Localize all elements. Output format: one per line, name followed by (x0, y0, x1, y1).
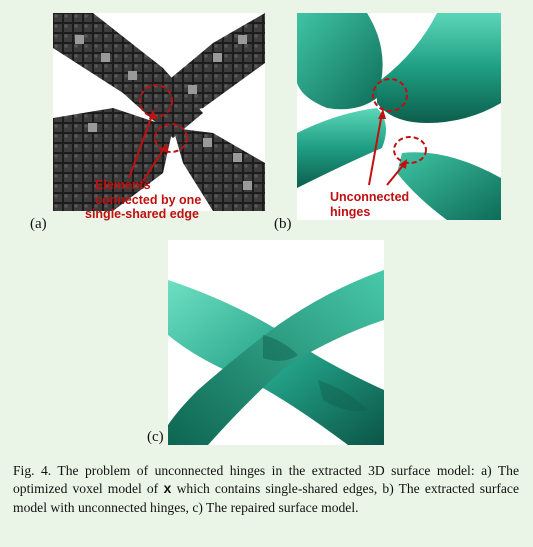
panel-b-label: (b) (274, 216, 292, 232)
panel-a-annotation-tail: single-shared edge (85, 207, 199, 221)
repaired-surface-graphic (168, 270, 384, 445)
annotation-line: hinges (330, 205, 371, 219)
panel-c-surface-image (168, 240, 384, 445)
panel-a-annotation: Elements connected by one (95, 178, 201, 208)
panel-b-annotation: Unconnected hinges (330, 190, 409, 220)
panel-a-voxel-image: Elements connected by one (53, 13, 265, 211)
panel-b-surface-image: Unconnected hinges (297, 13, 501, 220)
annotation-line: Elements (95, 178, 151, 192)
annotation-line: connected by one (95, 193, 202, 207)
caption-symbol: x (163, 482, 172, 498)
voxel-model-graphic (53, 13, 265, 211)
annotation-line: Unconnected (330, 190, 410, 204)
caption-prefix: Fig. 4. The problem of unconnected hinge… (13, 463, 519, 496)
panel-a-label: (a) (30, 216, 47, 232)
surface-model-graphic (297, 13, 501, 220)
panel-c-label: (c) (147, 429, 164, 445)
figure-caption: Fig. 4. The problem of unconnected hinge… (13, 462, 519, 517)
caption-suffix: which contains single-shared edges, b) T… (13, 480, 519, 516)
